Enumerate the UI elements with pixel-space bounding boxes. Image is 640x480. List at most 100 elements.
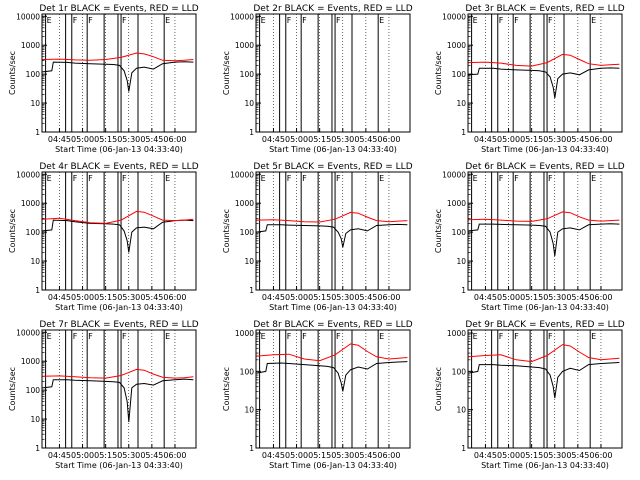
y-tick-label: 1 [461, 286, 466, 295]
flag-label: E [379, 174, 384, 183]
y-tick-label: 1000 [21, 199, 40, 208]
x-axis-label: Start Time (06-Jan-13 04:33:40) [55, 461, 183, 470]
x-tick-label: 05:45 [566, 293, 589, 302]
chart-title: Det 6r BLACK = Events, RED = LLD [465, 162, 624, 172]
flag-label: E [47, 16, 52, 25]
flag-label: F [88, 16, 93, 25]
y-tick-label: 100 [240, 228, 255, 237]
y-tick-label: 1000 [235, 329, 254, 338]
x-tick-label: 04:45 [262, 451, 285, 460]
x-axis-label: Start Time (06-Jan-13 04:33:40) [481, 145, 609, 154]
y-tick-label: 1 [249, 286, 254, 295]
flag-label: F [514, 174, 519, 183]
flag-label: E [591, 174, 596, 183]
x-tick-label: 05:45 [140, 451, 163, 460]
x-tick-label: 05:45 [354, 135, 377, 144]
chart-title: Det 8r BLACK = Events, RED = LLD [253, 320, 412, 330]
plot-frame [41, 171, 197, 291]
x-tick-label: 05:30 [543, 135, 566, 144]
y-tick-label: 100 [26, 386, 41, 395]
y-axis-label: Counts/sec [434, 51, 443, 95]
flag-label: F [73, 332, 78, 341]
x-tick-label: 05:00 [497, 451, 520, 460]
chart-title: Det 9r BLACK = Events, RED = LLD [465, 320, 624, 330]
x-tick-label: 05:30 [543, 451, 566, 460]
y-tick-label: 100 [452, 70, 467, 79]
x-tick-label: 05:45 [140, 293, 163, 302]
x-tick-label: 05:15 [308, 135, 331, 144]
y-tick-label: 1000 [235, 41, 254, 50]
x-tick-label: 05:45 [566, 451, 589, 460]
x-tick-label: 05:15 [94, 451, 117, 460]
x-tick-label: 06:00 [589, 135, 612, 144]
x-tick-label: 04:45 [48, 451, 71, 460]
events-series-line [42, 219, 194, 253]
x-tick-label: 05:30 [117, 293, 140, 302]
flag-label: E [261, 174, 266, 183]
x-axis-label: Start Time (06-Jan-13 04:33:40) [55, 145, 183, 154]
plot-frame [255, 329, 411, 449]
y-axis-label: Counts/sec [222, 209, 231, 253]
x-tick-label: 04:45 [262, 135, 285, 144]
plot-frame [467, 329, 623, 449]
y-tick-label: 10 [30, 415, 40, 424]
x-tick-label: 06:00 [377, 135, 400, 144]
y-tick-label: 100 [26, 228, 41, 237]
y-tick-label: 100 [240, 367, 255, 376]
events-series-line [42, 378, 194, 422]
y-tick-label: 10 [244, 99, 254, 108]
x-axis-label: Start Time (06-Jan-13 04:33:40) [481, 303, 609, 312]
y-tick-label: 1000 [447, 199, 466, 208]
y-axis-label: Counts/sec [8, 209, 17, 253]
y-tick-label: 10000 [230, 12, 254, 21]
x-tick-label: 06:00 [163, 135, 186, 144]
flag-label: F [73, 174, 78, 183]
y-tick-label: 10 [456, 406, 466, 415]
y-tick-label: 1 [461, 128, 466, 137]
lld-series-line [42, 210, 194, 224]
flag-label: F [122, 16, 127, 25]
y-tick-label: 10 [30, 257, 40, 266]
x-tick-label: 05:15 [308, 451, 331, 460]
events-series-line [468, 67, 620, 99]
flag-label: F [548, 332, 553, 341]
y-tick-label: 100 [452, 228, 467, 237]
x-tick-label: 05:15 [520, 451, 543, 460]
flag-label: E [261, 332, 266, 341]
y-axis-label: Counts/sec [222, 51, 231, 95]
flag-label: F [88, 174, 93, 183]
flag-label: E [261, 16, 266, 25]
lld-series-line [42, 368, 194, 379]
y-tick-label: 1 [35, 444, 40, 453]
flag-label: F [287, 16, 292, 25]
x-tick-label: 05:00 [497, 135, 520, 144]
x-tick-label: 06:00 [163, 293, 186, 302]
lld-series-line [42, 52, 194, 62]
x-axis-label: Start Time (06-Jan-13 04:33:40) [269, 145, 397, 154]
flag-label: E [591, 16, 596, 25]
flag-label: F [514, 16, 519, 25]
y-axis-label: Counts/sec [8, 367, 17, 411]
x-axis-label: Start Time (06-Jan-13 04:33:40) [481, 461, 609, 470]
x-tick-label: 05:15 [308, 293, 331, 302]
y-tick-label: 1000 [447, 329, 466, 338]
flag-label: F [302, 332, 307, 341]
flag-label: F [287, 174, 292, 183]
x-tick-label: 05:15 [520, 135, 543, 144]
flag-label: E [473, 174, 478, 183]
chart-title: Det 1r BLACK = Events, RED = LLD [39, 4, 198, 14]
y-axis-label: Counts/sec [434, 367, 443, 411]
y-tick-label: 1 [35, 286, 40, 295]
x-tick-label: 04:45 [474, 293, 497, 302]
lld-series-line [468, 211, 620, 222]
x-tick-label: 04:45 [474, 451, 497, 460]
chart-panel: Det 8r BLACK = Events, RED = LLD 04:45 05:… [222, 320, 413, 470]
flag-label: F [548, 16, 553, 25]
flag-label: F [122, 332, 127, 341]
y-axis-label: Counts/sec [222, 367, 231, 411]
x-tick-label: 05:30 [331, 293, 354, 302]
x-tick-label: 05:45 [354, 293, 377, 302]
y-tick-label: 100 [452, 367, 467, 376]
plot-frame [41, 13, 197, 133]
